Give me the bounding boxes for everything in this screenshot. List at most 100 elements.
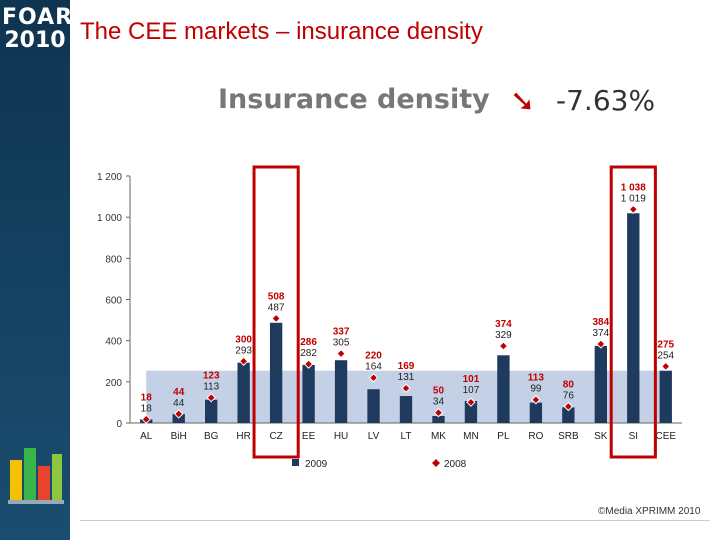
y-tick-label: 1 200	[97, 172, 122, 183]
x-tick-label-MK: MK	[431, 431, 446, 442]
marker-2008-PL	[498, 341, 509, 351]
marker-2008-BG	[206, 392, 216, 403]
label-2008-HR: 300	[235, 334, 252, 345]
label-2008-EE: 286	[300, 337, 317, 348]
bar-2009-HR	[237, 362, 250, 423]
bar-2009-RO	[529, 402, 543, 423]
marker-2008-SI	[628, 204, 639, 215]
marker-2008-BiH	[173, 409, 184, 419]
foar-logo: FOAR 2010	[2, 5, 74, 54]
label-2008-PL: 374	[495, 319, 512, 330]
label-2009-EE: 282	[300, 348, 317, 359]
marker-2008-SRB	[563, 401, 574, 412]
x-tick-label-LT: LT	[401, 431, 412, 442]
x-tick-label-CEE: CEE	[655, 431, 676, 442]
label-2008-MK: 50	[433, 386, 445, 397]
label-2008-BG: 123	[203, 371, 220, 382]
marker-2008-SK	[596, 339, 606, 349]
label-2009-RO: 99	[530, 384, 542, 395]
bar-2009-CZ	[269, 322, 283, 423]
y-tick-label: 1 000	[97, 213, 122, 224]
marker-2008-MN	[466, 397, 476, 407]
label-2009-SK: 374	[592, 328, 609, 339]
x-tick-label-LV: LV	[368, 431, 380, 442]
x-tick-label-MN: MN	[463, 431, 479, 442]
label-2008-BiH: 44	[173, 387, 185, 398]
marker-2008-AL	[141, 414, 151, 425]
x-tick-label-BiH: BiH	[171, 431, 187, 442]
x-tick-label-PL: PL	[497, 431, 510, 442]
label-2008-LV: 220	[365, 351, 382, 362]
marker-2008-CZ	[271, 313, 281, 324]
label-2008-SRB: 80	[563, 380, 575, 391]
bar-chart-decoration-icon	[8, 448, 64, 504]
marker-2008-HU	[336, 348, 346, 359]
label-2009-AL: 18	[141, 403, 153, 414]
y-tick-label: 200	[105, 378, 122, 389]
label-2009-MN: 107	[463, 385, 480, 396]
y-tick-label: 0	[116, 419, 122, 430]
label-2008-CZ: 508	[268, 291, 285, 302]
y-tick-label: 400	[105, 337, 122, 348]
marker-2008-LV	[368, 373, 379, 383]
highlight-box-CZ	[252, 165, 300, 459]
label-2009-BiH: 44	[173, 398, 185, 409]
x-tick-label-AL: AL	[140, 431, 153, 442]
bar-2009-PL	[497, 355, 510, 423]
marker-2008-CEE	[661, 361, 671, 372]
bar-2009-HU	[334, 360, 348, 423]
legend-label-2008: 2008	[444, 459, 467, 470]
label-2008-MN: 101	[463, 374, 480, 385]
x-tick-label-SI: SI	[629, 431, 638, 442]
label-2009-SRB: 76	[563, 391, 575, 402]
change-percentage: -7.63%	[556, 84, 656, 117]
bar-2009-EE	[302, 364, 315, 423]
marker-2008-MK	[433, 408, 444, 418]
legend-swatch-2008	[432, 459, 440, 467]
label-2009-CEE: 254	[657, 350, 674, 361]
legend-swatch-2009	[292, 459, 299, 466]
bar-2009-SK	[594, 346, 607, 423]
bar-2009-CEE	[659, 370, 672, 423]
logo-top-text: FOAR	[2, 5, 74, 30]
label-2009-BG: 113	[203, 382, 219, 393]
label-2009-SI: 1 019	[621, 193, 646, 204]
label-2009-HR: 293	[235, 345, 252, 356]
highlight-box-SI	[609, 165, 657, 459]
marker-2008-HR	[238, 356, 249, 366]
label-2008-CEE: 275	[657, 339, 674, 350]
bar-2009-LV	[367, 389, 380, 423]
label-2008-HU: 337	[333, 327, 350, 338]
label-2008-SI: 1 038	[621, 182, 646, 193]
marker-2008-EE	[303, 359, 314, 369]
sidebar: FOAR 2010	[0, 0, 74, 540]
label-2008-LT: 169	[398, 361, 415, 372]
label-2009-MK: 34	[433, 397, 445, 408]
x-tick-label-HR: HR	[236, 431, 250, 442]
bar-2009-LT	[399, 396, 413, 423]
copyright-text: ©Media XPRIMM 2010	[598, 506, 701, 517]
arrow-down-right-icon: ➘	[510, 84, 536, 119]
x-tick-label-EE: EE	[302, 431, 316, 442]
x-tick-label-RO: RO	[528, 431, 543, 442]
marker-2008-LT	[401, 383, 411, 393]
label-2009-CZ: 487	[268, 302, 285, 313]
bar-2009-SRB	[562, 407, 575, 423]
bar-2009-MK	[432, 416, 445, 423]
label-2008-AL: 18	[141, 392, 153, 403]
label-2008-SK: 384	[592, 317, 609, 328]
label-2009-HU: 305	[333, 338, 350, 349]
x-tick-label-CZ: CZ	[269, 431, 282, 442]
bar-2009-MN	[464, 400, 478, 423]
marker-2008-RO	[531, 395, 541, 405]
x-tick-label-BG: BG	[204, 431, 219, 442]
label-2009-PL: 329	[495, 330, 512, 341]
x-tick-label-SRB: SRB	[558, 431, 579, 442]
logo-bottom-text: 2010	[4, 28, 66, 54]
label-2008-RO: 113	[528, 373, 545, 384]
x-tick-label-SK: SK	[594, 431, 608, 442]
label-2009-LT: 131	[398, 372, 415, 383]
y-tick-label: 800	[105, 254, 122, 265]
bar-2009-BG	[205, 399, 218, 423]
